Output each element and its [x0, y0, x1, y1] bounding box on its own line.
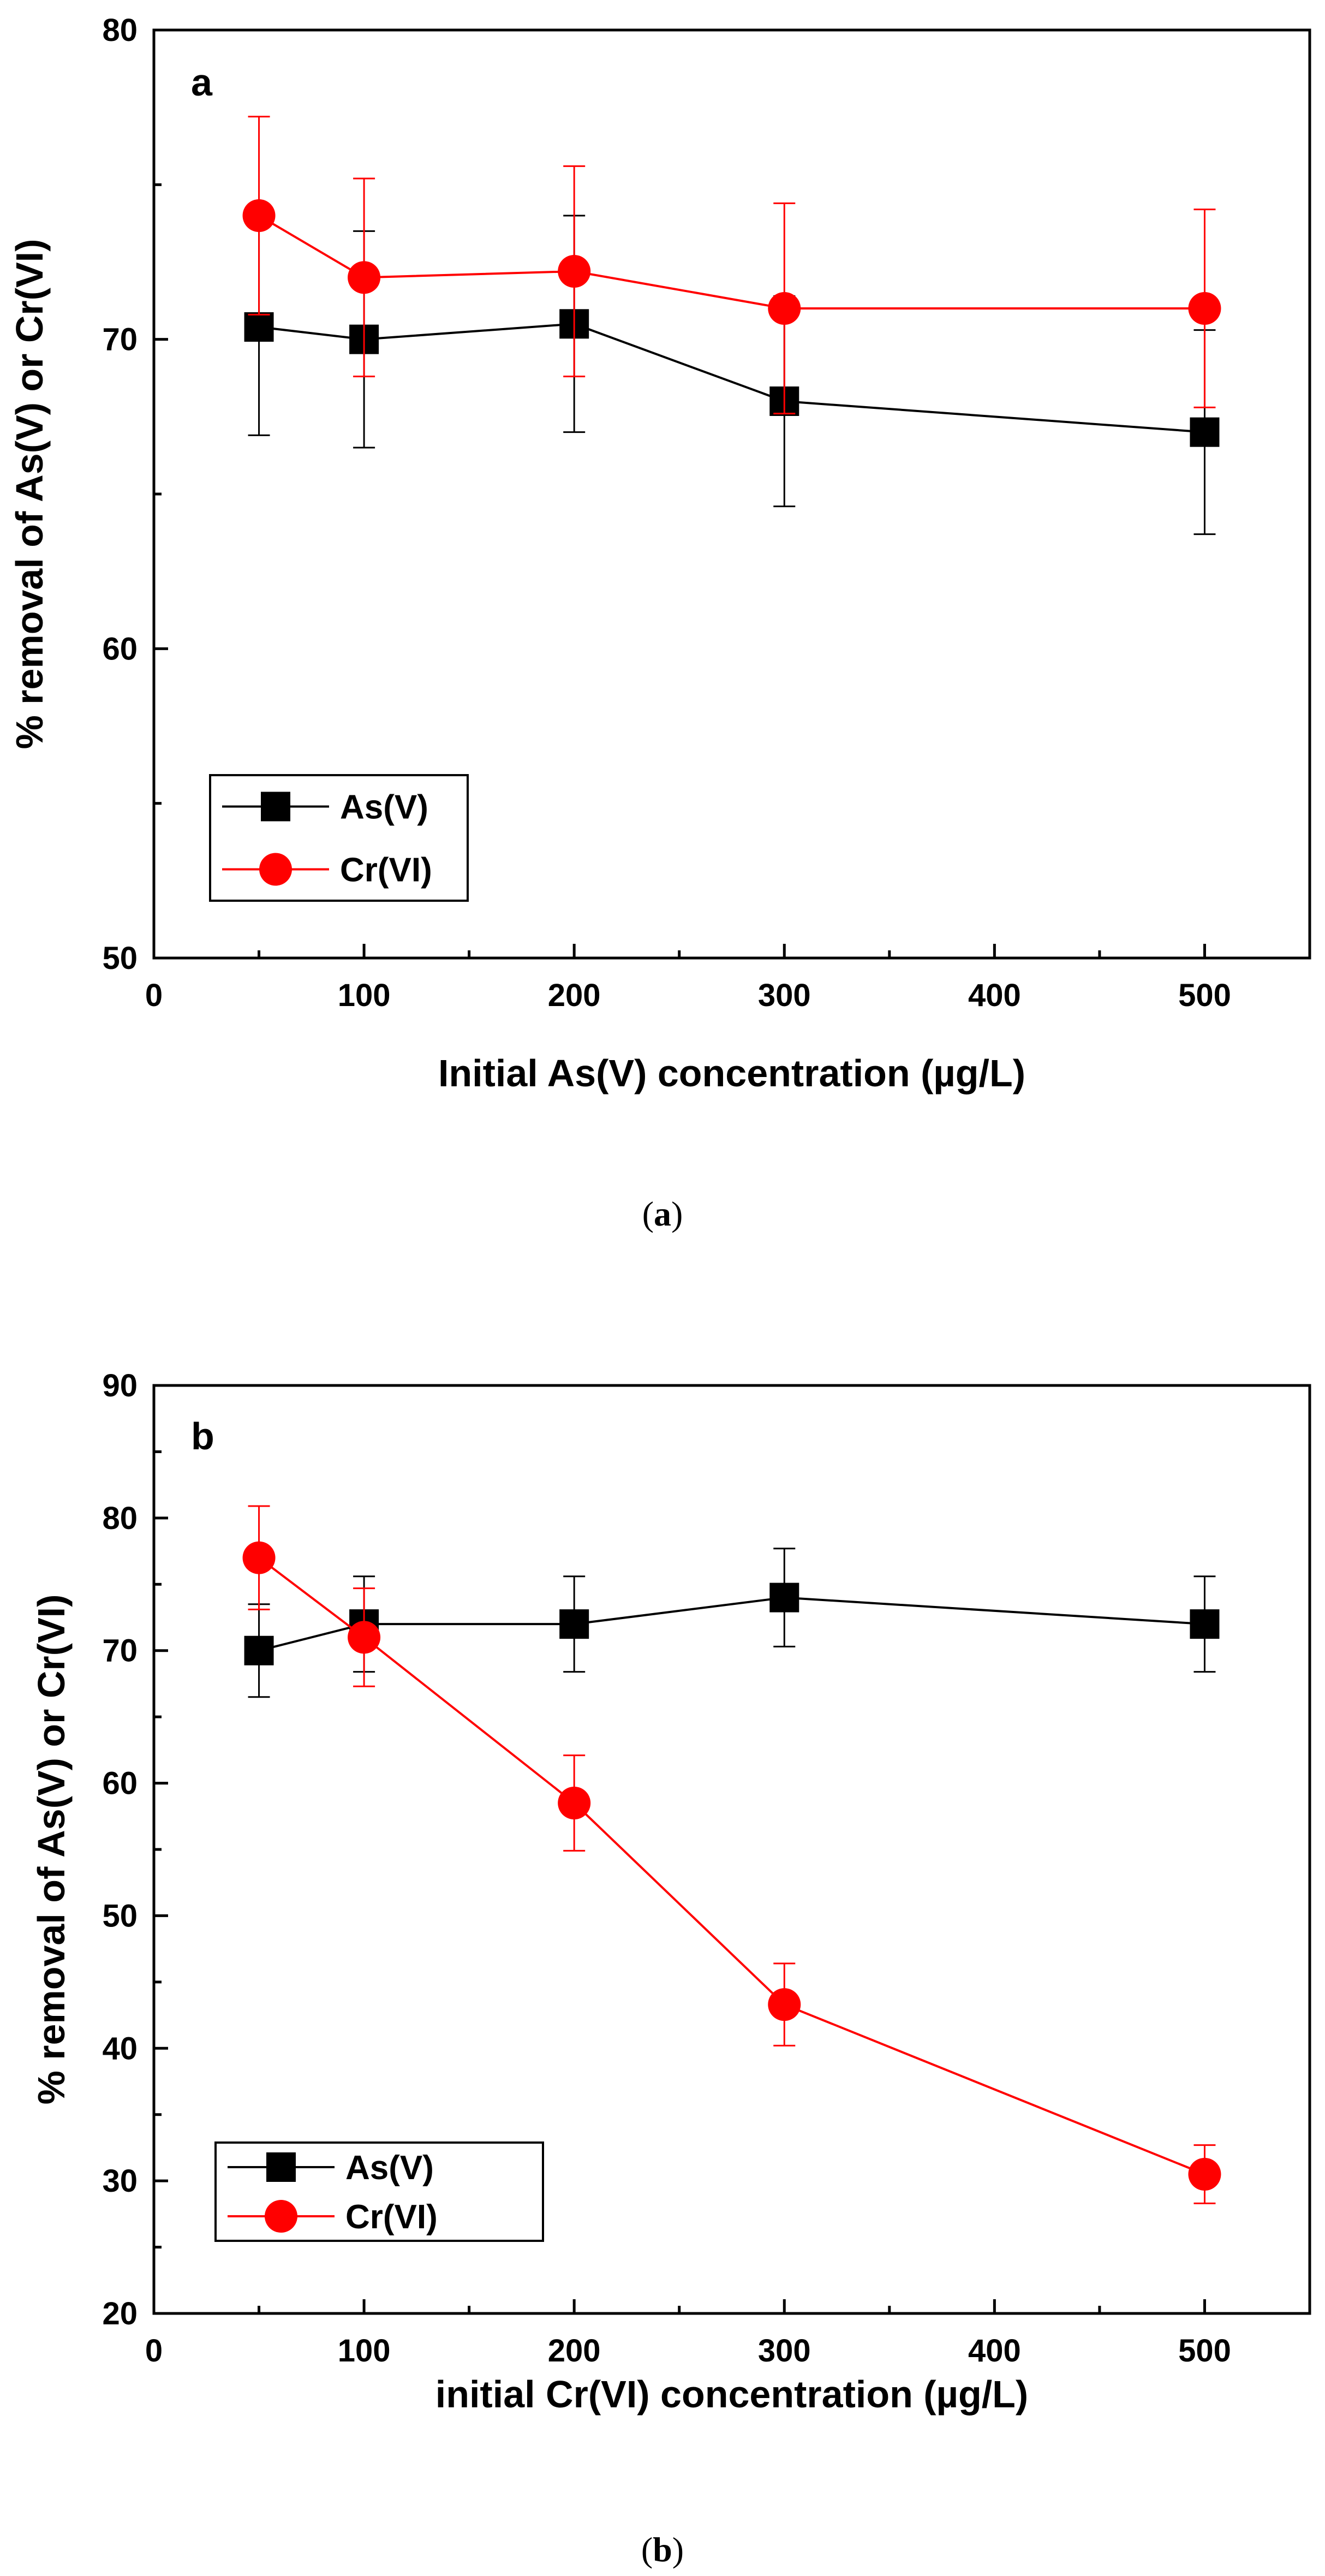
caption-letter: a	[654, 1194, 671, 1233]
y-tick-label: 60	[102, 631, 138, 667]
y-tick-label: 40	[102, 2031, 138, 2066]
legend-marker-square	[261, 792, 290, 822]
x-tick-label: 100	[338, 978, 391, 1013]
x-tick-label: 0	[145, 2333, 163, 2369]
x-tick-label: 500	[1178, 2333, 1231, 2369]
x-axis-title: initial Cr(VI) concentration (µg/L)	[435, 2373, 1028, 2416]
legend: As(V) Cr(VI)	[209, 774, 469, 902]
data-point-circle	[242, 199, 276, 232]
y-axis-title: % removal of As(V) or Cr(VI)	[30, 1595, 73, 2105]
x-tick-label: 0	[145, 978, 163, 1013]
y-tick-label: 90	[102, 1368, 138, 1403]
series-as-v	[244, 215, 1220, 536]
y-tick-label: 50	[102, 1898, 138, 1934]
legend-marker-square	[266, 2152, 296, 2182]
y-tick-label: 50	[102, 941, 138, 976]
series-line	[259, 1596, 1205, 1652]
y-tick-label: 70	[102, 1633, 138, 1669]
data-point-circle	[242, 1541, 276, 1574]
data-point-square	[1190, 1609, 1220, 1639]
y-tick-label: 70	[102, 322, 138, 358]
data-point-square	[244, 312, 274, 342]
legend-marker-circle	[265, 2200, 297, 2233]
x-tick-label: 200	[548, 978, 601, 1013]
data-point-circle	[1188, 292, 1221, 325]
y-axis-title: % removal of As(V) or Cr(VI)	[8, 239, 51, 749]
legend-label: As(V)	[340, 789, 428, 826]
legend-label: Cr(VI)	[340, 852, 432, 889]
legend-label: Cr(VI)	[345, 2198, 438, 2236]
series-as-v	[244, 1548, 1220, 1698]
y-tick-label: 30	[102, 2163, 138, 2199]
caption-close-paren: )	[671, 1194, 683, 1233]
series-line	[258, 1557, 1205, 2175]
series-line	[259, 323, 1205, 433]
series-cr-vi	[242, 1505, 1221, 2204]
data-point-circle	[348, 261, 381, 294]
x-tick-label: 200	[548, 2333, 601, 2369]
panel-letter: b	[191, 1415, 214, 1457]
x-tick-label: 100	[338, 2333, 391, 2369]
x-tick-label: 500	[1178, 978, 1231, 1013]
legend-label: As(V)	[345, 2149, 434, 2187]
y-tick-label: 60	[102, 1766, 138, 1801]
y-tick-label: 20	[102, 2296, 138, 2331]
legend-box	[209, 774, 469, 902]
caption-open-paren: (	[641, 2530, 653, 2569]
data-point-circle	[348, 1621, 381, 1654]
y-tick-label: 80	[102, 1501, 138, 1536]
data-point-circle	[768, 1988, 801, 2021]
x-axis-title: Initial As(V) concentration (µg/L)	[438, 1052, 1025, 1094]
legend-marker-circle	[259, 853, 292, 886]
data-point-circle	[558, 255, 591, 288]
caption-letter: b	[653, 2530, 672, 2569]
panel-b: 0 100 200 300 400 500 20 30 40 50 60 70 80 90 initial …	[30, 1368, 1311, 2569]
series-line	[258, 215, 1205, 310]
data-point-circle	[1188, 2158, 1221, 2191]
data-point-square	[244, 1635, 274, 1665]
data-point-circle	[558, 1787, 591, 1819]
series-cr-vi	[242, 116, 1221, 415]
figure-caption: (a)	[642, 1194, 683, 1233]
x-tick-label: 300	[758, 978, 811, 1013]
figure-caption: (b)	[641, 2530, 684, 2569]
x-tick-label: 400	[968, 2333, 1021, 2369]
caption-open-paren: (	[642, 1194, 654, 1233]
data-point-circle	[768, 292, 801, 325]
data-point-square	[1190, 417, 1220, 447]
data-point-square	[559, 1609, 589, 1639]
x-tick-label: 300	[758, 2333, 811, 2369]
x-tick-label: 400	[968, 978, 1021, 1013]
y-tick-label: 80	[102, 13, 138, 48]
legend: As(V) Cr(VI)	[214, 2141, 544, 2242]
panel-a: 0 100 200 300 400 500 50 60 70 80 Initial As(V) co…	[8, 13, 1311, 1233]
caption-close-paren: )	[672, 2530, 684, 2569]
data-point-square	[769, 1583, 799, 1613]
panel-letter: a	[191, 61, 213, 104]
